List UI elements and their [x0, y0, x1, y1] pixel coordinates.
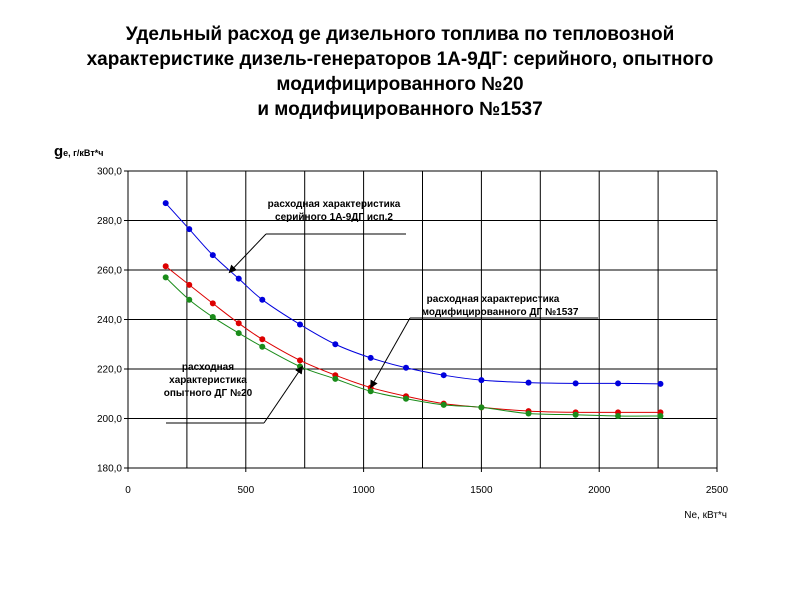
- data-point-1: [162, 263, 169, 270]
- chart-title-line: Удельный расход gе дизельного топлива по…: [125, 24, 675, 45]
- data-point-0: [259, 296, 266, 303]
- data-point-0: [235, 275, 242, 282]
- x-tick-label: 1500: [470, 485, 493, 496]
- annotation-1537-line1: расходная характеристика: [427, 294, 560, 305]
- data-point-0: [296, 321, 303, 328]
- data-point-2: [162, 274, 169, 281]
- annotation-1537-arrow: [370, 317, 411, 389]
- data-point-0: [367, 354, 374, 361]
- data-point-0: [332, 341, 339, 348]
- data-point-2: [525, 410, 532, 417]
- data-point-1: [186, 281, 193, 288]
- data-point-0: [657, 380, 664, 387]
- data-point-0: [615, 380, 622, 387]
- annotation-1537-line2: модифицированного ДГ №1537: [422, 306, 579, 318]
- data-point-0: [572, 380, 579, 387]
- data-point-2: [332, 375, 339, 382]
- annotation-20-line3: опытного ДГ №20: [164, 388, 253, 399]
- data-point-2: [186, 296, 193, 303]
- annotation-serial-arrow: [228, 233, 267, 274]
- series-line-0: [165, 202, 661, 385]
- chart-title-line: характеристике дизель-генераторов 1А-9ДГ…: [86, 49, 714, 70]
- data-point-0: [525, 379, 532, 386]
- annotation-serial-line1: расходная характеристика: [268, 199, 401, 210]
- y-axis-label-sub: е, г/кВт*ч: [63, 148, 103, 158]
- chart-title: Удельный расход gе дизельного топлива по…: [0, 22, 800, 122]
- data-point-2: [440, 401, 447, 408]
- y-tick-label: 200,0: [97, 414, 122, 425]
- data-point-2: [235, 330, 242, 337]
- series-group: [162, 200, 664, 420]
- data-point-0: [209, 252, 216, 259]
- data-point-2: [367, 388, 374, 395]
- annotation-serial: расходная характеристика серийного 1А-9Д…: [228, 199, 406, 274]
- data-point-2: [657, 413, 664, 420]
- data-point-1: [235, 320, 242, 327]
- annotation-1537: расходная характеристика модифицированно…: [370, 294, 598, 389]
- data-point-1: [259, 336, 266, 343]
- data-point-1: [296, 357, 303, 364]
- x-tick-label: 2500: [706, 485, 729, 496]
- tick-labels: 180,0 200,0 220,0 240,0 260,0 280,0 300,0 0 500 1…: [97, 167, 729, 497]
- chart-title-line: модифицированного №20: [276, 74, 524, 95]
- data-point-0: [403, 364, 410, 371]
- y-tick-label: 260,0: [97, 266, 122, 277]
- annotation-20-arrow: [263, 365, 303, 424]
- annotation-20-line1: расходная: [182, 362, 234, 373]
- grid: [128, 170, 718, 468]
- data-point-2: [209, 314, 216, 321]
- data-point-0: [162, 200, 169, 207]
- x-tick-label: 1000: [352, 485, 375, 496]
- y-tick-label: 300,0: [97, 167, 122, 178]
- annotation-20-line2: характеристика: [169, 375, 247, 386]
- data-point-2: [615, 413, 622, 420]
- data-point-1: [209, 300, 216, 307]
- axes: [124, 170, 718, 472]
- data-point-2: [478, 404, 485, 411]
- data-point-0: [478, 377, 485, 384]
- data-point-0: [186, 226, 193, 233]
- data-point-2: [259, 343, 266, 350]
- x-tick-label: 500: [237, 485, 254, 496]
- data-point-2: [572, 411, 579, 418]
- y-tick-label: 280,0: [97, 216, 122, 227]
- x-axis-label: Nе, кВт*ч: [684, 510, 727, 521]
- y-axis-label: gе, г/кВт*ч: [54, 143, 103, 160]
- annotation-20: расходная характеристика опытного ДГ №20: [164, 362, 303, 424]
- data-point-0: [440, 372, 447, 379]
- y-axis-label-main: g: [54, 143, 63, 160]
- y-tick-label: 220,0: [97, 365, 122, 376]
- annotation-serial-line2: серийного 1А-9ДГ исп.2: [275, 212, 393, 223]
- x-tick-label: 0: [125, 485, 131, 496]
- data-point-2: [403, 395, 410, 402]
- chart-title-line: и модифицированного №1537: [257, 99, 543, 120]
- y-tick-label: 240,0: [97, 315, 122, 326]
- y-tick-label: 180,0: [97, 464, 122, 475]
- x-tick-label: 2000: [588, 485, 611, 496]
